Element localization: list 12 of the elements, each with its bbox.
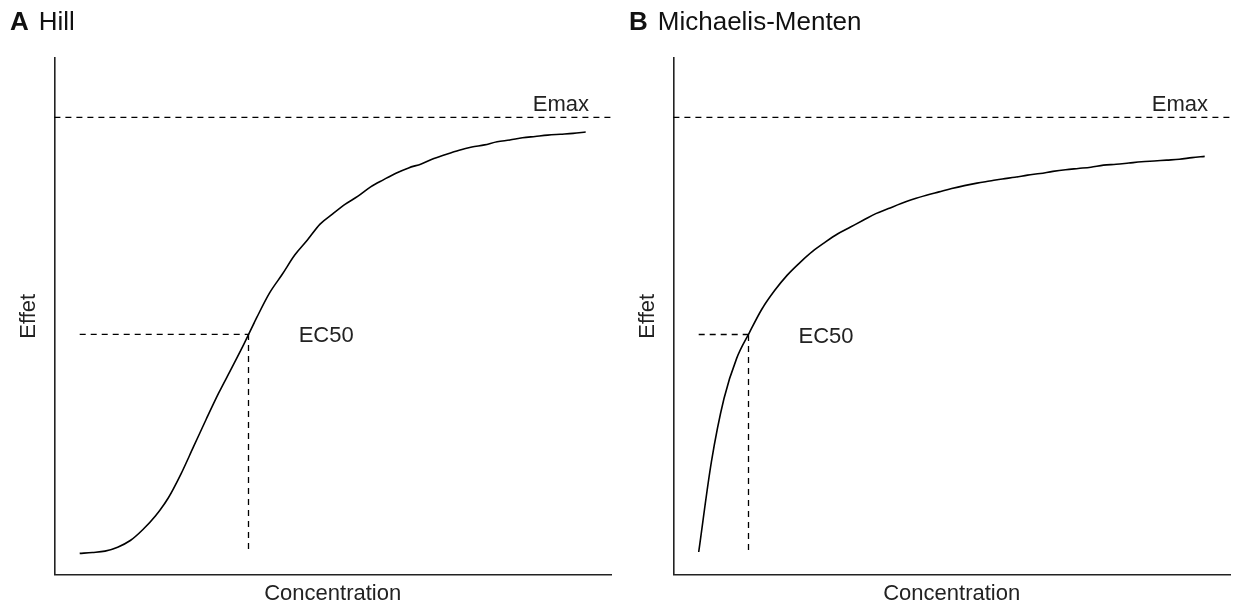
ref-line-label: EC50 — [798, 322, 854, 348]
text: A — [10, 6, 29, 36]
chart-title: Michaelis-Menten — [657, 6, 862, 36]
text: B — [629, 6, 648, 36]
y-axis-title: Effet — [634, 293, 660, 339]
ref-line-label: Emax — [1151, 91, 1208, 117]
x-axis-title: Concentration — [883, 579, 1021, 605]
y-axis-title: Effet — [15, 293, 41, 339]
chart-title: Hill — [38, 6, 75, 36]
ref-line-label: EC50 — [298, 322, 354, 348]
ref-line-label: Emax — [532, 91, 589, 117]
x-axis-title: Concentration — [264, 579, 402, 605]
